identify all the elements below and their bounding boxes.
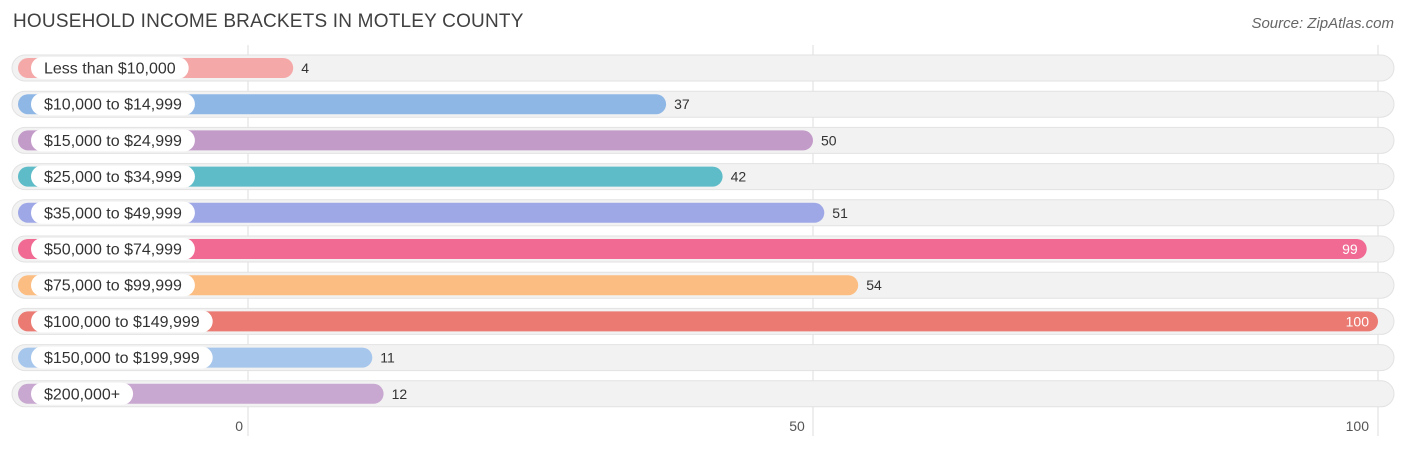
category-label: $100,000 to $149,999 [44,314,200,331]
value-label: 99 [1342,241,1358,257]
bar-row: $15,000 to $24,999 50 [11,126,1395,154]
value-label: 12 [392,386,408,402]
bar-rows: Less than $10,000 4$10,000 to $14,999 37$1… [11,54,1395,408]
bar [18,202,825,223]
bar-row: Less than $10,000 4 [11,54,1395,82]
category-label: $200,000+ [44,386,120,403]
category-label: $50,000 to $74,999 [44,242,182,259]
x-tick-label: 0 [235,418,243,434]
category-label: $150,000 to $199,999 [44,350,200,367]
bar-row: $35,000 to $49,999 51 [11,199,1395,227]
category-label: $75,000 to $99,999 [44,278,182,295]
bar [18,275,859,296]
value-label: 42 [731,169,747,185]
bar [18,239,1367,259]
x-tick-label: 100 [1346,418,1370,434]
value-label: 54 [866,277,882,293]
bar [18,130,813,151]
value-label: 100 [1346,313,1370,329]
value-label: 50 [821,132,837,148]
bar-row: $50,000 to $74,999 99 [11,235,1395,263]
category-label: $10,000 to $14,999 [44,97,182,114]
row-background [11,54,1395,82]
chart-source: Source: ZipAtlas.com [1251,15,1394,32]
category-label-pill [31,129,195,152]
category-label-pill [31,165,195,188]
category-label-pill [31,346,213,369]
category-label: $25,000 to $34,999 [44,169,182,186]
category-label-pill [31,382,134,405]
x-axis-ticks: 0 50 100 [235,418,1369,434]
bar [18,166,723,187]
category-label-pill [31,238,195,260]
bar-row: $150,000 to $199,999 11 [11,344,1395,372]
bar-row: $100,000 to $149,999 100 [11,307,1395,335]
category-label: $35,000 to $49,999 [44,205,182,222]
bar-row: $25,000 to $34,999 42 [11,163,1395,191]
value-label: 11 [380,350,395,366]
x-tick-label: 50 [789,418,805,434]
value-label: 51 [832,205,848,221]
bar-row: $75,000 to $99,999 54 [11,271,1395,299]
bar [18,311,1378,332]
bar-row: $200,000+ 12 [11,380,1395,408]
category-label: Less than $10,000 [44,61,176,78]
value-label: 4 [301,60,309,76]
category-label: $15,000 to $24,999 [44,133,182,150]
value-label: 37 [674,96,690,112]
chart-title: HOUSEHOLD INCOME BRACKETS IN MOTLEY COUN… [13,11,524,32]
category-label-pill [31,310,213,333]
category-label-pill [31,201,195,224]
bar-row: $10,000 to $14,999 37 [11,90,1395,118]
category-label-pill [31,93,195,116]
category-label-pill [31,274,195,297]
category-label-pill [31,57,189,79]
